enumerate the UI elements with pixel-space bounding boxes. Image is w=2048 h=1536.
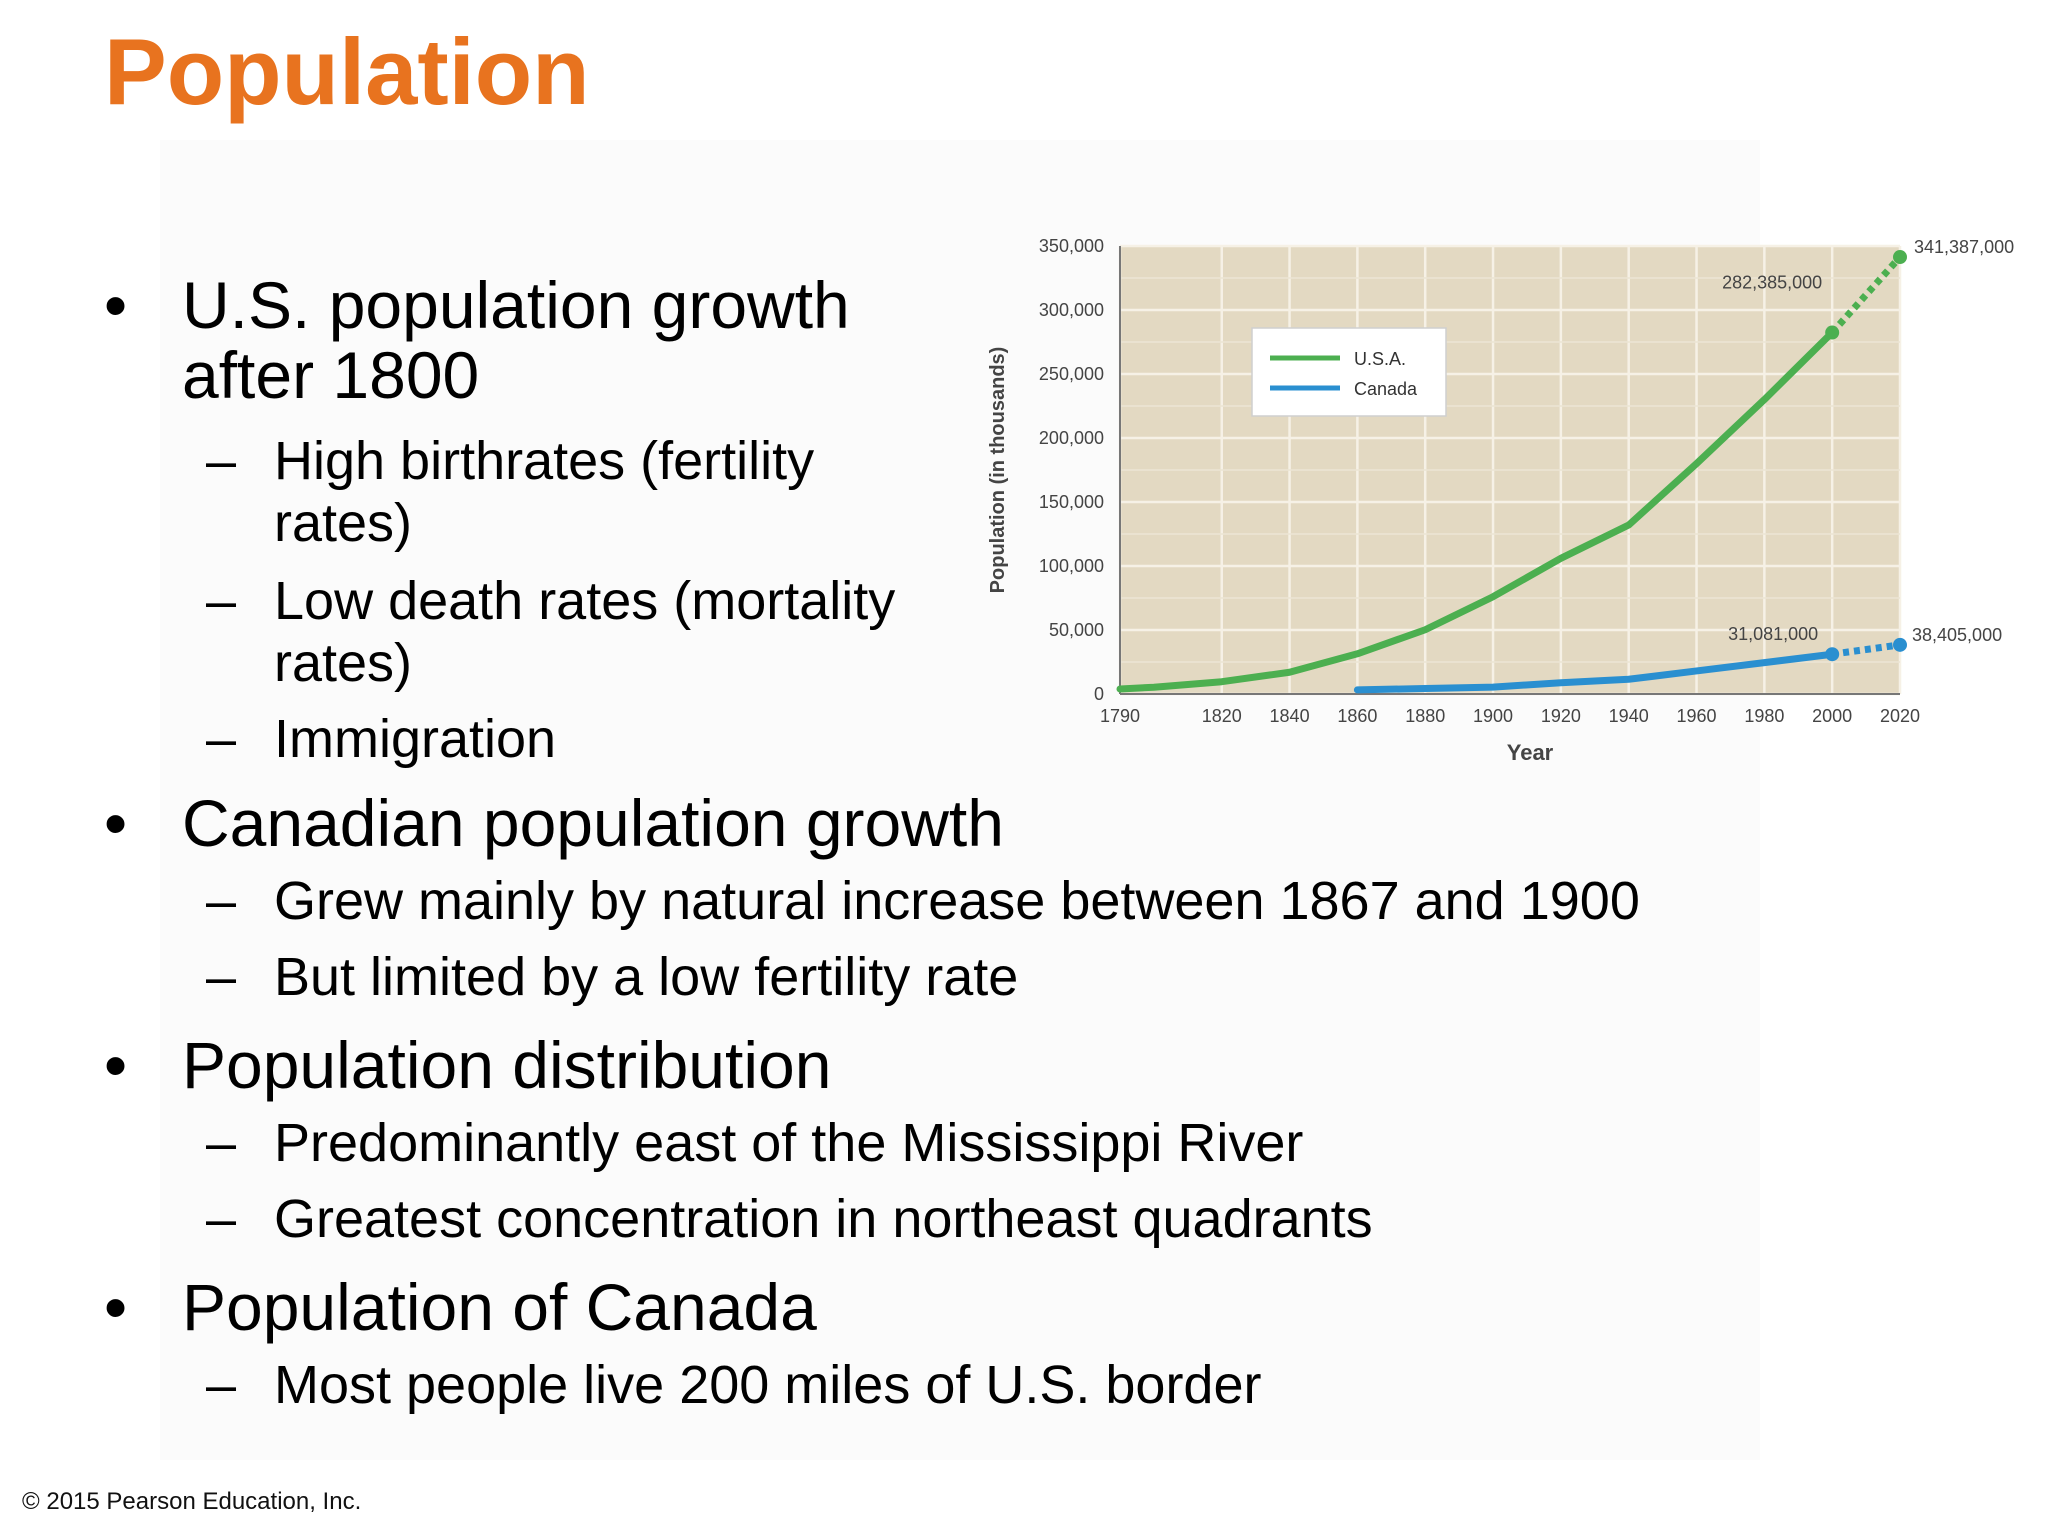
- y-tick-label: 350,000: [1039, 236, 1104, 256]
- slide-title: Population: [104, 19, 590, 124]
- x-axis-label: Year: [1507, 740, 1554, 765]
- dash-symbol: –: [206, 1113, 237, 1173]
- data-point: [1893, 250, 1907, 265]
- x-tick-label: 1820: [1202, 706, 1242, 726]
- legend-label: Canada: [1354, 379, 1418, 399]
- sub-bullet-text: Grew mainly by natural increase between …: [274, 871, 1640, 931]
- sub-bullet-text: rates): [274, 633, 413, 693]
- data-point: [1825, 647, 1840, 662]
- x-tick-label: 2000: [1812, 706, 1852, 726]
- bullet-text: Population distribution: [182, 1028, 832, 1102]
- x-tick-label: 1790: [1100, 706, 1140, 726]
- sub-bullet-text: Greatest concentration in northeast quad…: [274, 1189, 1373, 1249]
- data-point: [1893, 637, 1907, 652]
- dash-symbol: –: [206, 1355, 237, 1415]
- y-axis-label: Population (in thousands): [987, 347, 1009, 594]
- y-tick-label: 150,000: [1039, 492, 1104, 512]
- bullet-symbol: •: [104, 1270, 128, 1344]
- data-label: 341,387,000: [1914, 237, 2014, 257]
- data-label: 31,081,000: [1728, 624, 1818, 644]
- dash-symbol: –: [206, 871, 237, 931]
- x-tick-label: 1900: [1473, 706, 1513, 726]
- y-tick-label: 100,000: [1039, 556, 1104, 576]
- x-tick-label: 1980: [1744, 706, 1784, 726]
- y-tick-label: 250,000: [1039, 364, 1104, 384]
- y-tick-label: 200,000: [1039, 428, 1104, 448]
- bullet-symbol: •: [104, 1028, 128, 1102]
- bullet-symbol: •: [104, 786, 128, 860]
- dash-symbol: –: [206, 947, 237, 1007]
- x-tick-label: 1860: [1337, 706, 1377, 726]
- bullet-text: Canadian population growth: [182, 786, 1004, 860]
- sub-bullet-text: Immigration: [274, 709, 557, 769]
- y-tick-label: 50,000: [1049, 620, 1104, 640]
- sub-bullet-text: Low death rates (mortality: [274, 571, 896, 631]
- dash-symbol: –: [206, 571, 237, 631]
- legend-box: [1251, 327, 1447, 417]
- dash-symbol: –: [206, 1189, 237, 1249]
- projection-line-1: [1831, 641, 1901, 658]
- x-tick-label: 2020: [1880, 706, 1920, 726]
- sub-bullet-text: But limited by a low fertility rate: [274, 947, 1019, 1007]
- population-chart: 1790 1820 1840 1860 1880 1900 1920 1940 1960 1980…: [987, 236, 2014, 765]
- sub-bullet-text: rates): [274, 493, 413, 553]
- data-point: [1825, 325, 1840, 340]
- dash-symbol: –: [206, 431, 237, 491]
- bullet-text: after 1800: [182, 338, 480, 412]
- sub-bullet-text: Most people live 200 miles of U.S. borde…: [274, 1355, 1262, 1415]
- x-tick-label: 1880: [1405, 706, 1445, 726]
- data-label: 38,405,000: [1912, 625, 2002, 645]
- x-tick-label: 1840: [1270, 706, 1310, 726]
- copyright-footer: © 2015 Pearson Education, Inc.: [22, 1488, 362, 1515]
- x-tick-label: 1940: [1609, 706, 1649, 726]
- sub-bullet-text: Predominantly east of the Mississippi Ri…: [274, 1113, 1304, 1173]
- y-tick-label: 300,000: [1039, 300, 1104, 320]
- x-tick-label: 1920: [1541, 706, 1581, 726]
- bullet-text: U.S. population growth: [182, 268, 850, 342]
- series-line-1: [1353, 650, 1836, 694]
- legend: U.S.A. Canada: [1251, 327, 1447, 417]
- y-tick-label: 0: [1094, 684, 1104, 704]
- legend-label: U.S.A.: [1354, 349, 1406, 369]
- bullet-text: Population of Canada: [182, 1270, 817, 1344]
- projection-line-0: [1829, 254, 1903, 335]
- sub-bullet-text: High birthrates (fertility: [274, 431, 815, 491]
- bullet-symbol: •: [104, 268, 128, 342]
- data-label: 282,385,000: [1722, 273, 1822, 293]
- dash-symbol: –: [206, 709, 237, 769]
- x-tick-label: 1960: [1676, 706, 1716, 726]
- series-line-0: [1116, 329, 1836, 693]
